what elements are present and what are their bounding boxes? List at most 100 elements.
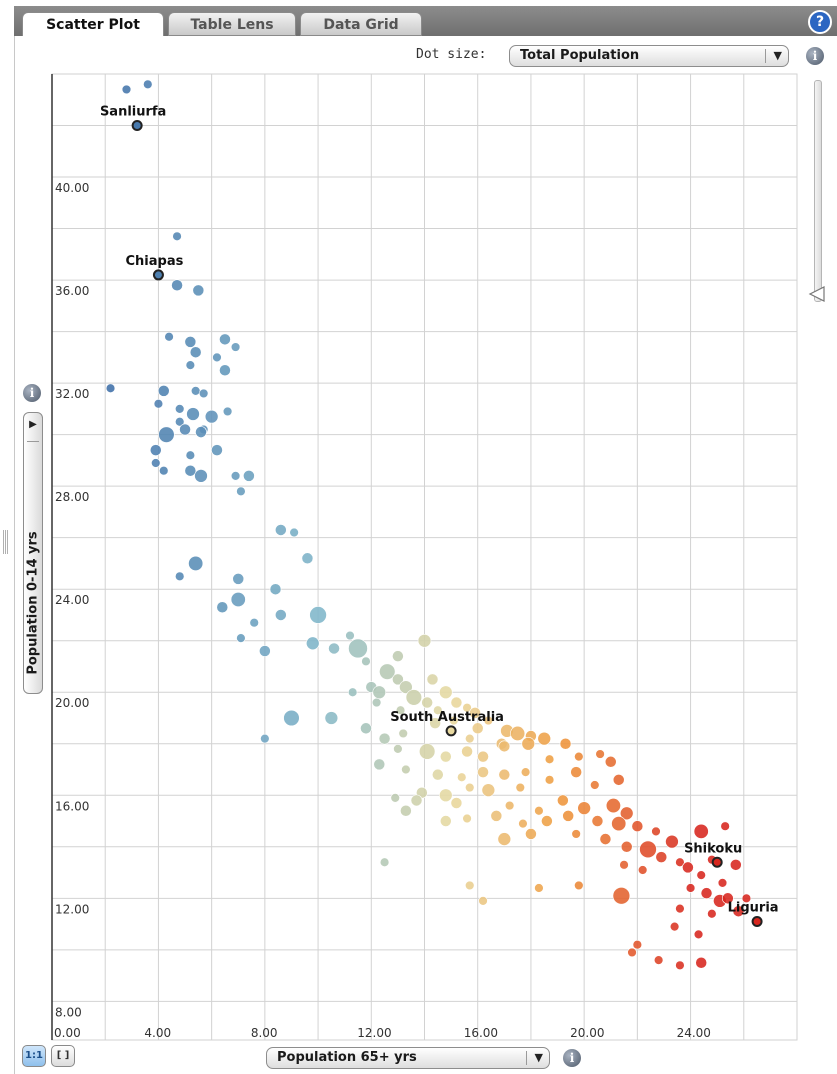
scatter-point[interactable] xyxy=(212,352,222,363)
scatter-point[interactable] xyxy=(143,79,153,90)
scatter-point[interactable] xyxy=(518,818,528,829)
scatter-point[interactable] xyxy=(194,469,208,483)
scatter-point[interactable] xyxy=(260,733,270,744)
scatter-point[interactable] xyxy=(611,816,627,832)
scatter-point[interactable] xyxy=(429,717,442,730)
scatter-point[interactable] xyxy=(185,360,196,370)
scatter-point[interactable] xyxy=(717,878,728,888)
scatter-point[interactable] xyxy=(185,450,196,460)
scatter-point[interactable] xyxy=(695,956,708,969)
scatter-point[interactable] xyxy=(665,834,679,849)
help-icon[interactable]: ? xyxy=(808,10,832,34)
tab-table-lens[interactable]: Table Lens xyxy=(168,12,296,36)
highlighted-point[interactable] xyxy=(751,916,763,928)
scatter-point[interactable] xyxy=(417,633,432,648)
scatter-point[interactable] xyxy=(360,722,372,735)
scatter-point[interactable] xyxy=(324,711,339,725)
scatter-point[interactable] xyxy=(562,810,575,822)
scatter-point[interactable] xyxy=(669,921,680,932)
scatter-point[interactable] xyxy=(498,740,511,753)
scatter-point[interactable] xyxy=(590,780,600,790)
scatter-point[interactable] xyxy=(189,346,202,359)
scatter-point[interactable] xyxy=(378,732,391,745)
highlighted-point[interactable] xyxy=(445,725,457,737)
scatter-point[interactable] xyxy=(164,332,174,342)
scatter-point[interactable] xyxy=(400,804,412,817)
scatter-point[interactable] xyxy=(450,797,463,809)
scatter-point[interactable] xyxy=(190,386,201,396)
scatter-point[interactable] xyxy=(232,573,245,585)
scatter-point[interactable] xyxy=(431,768,444,781)
scatter-point[interactable] xyxy=(477,766,489,778)
scatter-point[interactable] xyxy=(534,883,544,893)
scatter-point[interactable] xyxy=(682,861,694,874)
scatter-point[interactable] xyxy=(620,840,633,853)
scatter-point[interactable] xyxy=(230,471,241,481)
scatter-point[interactable] xyxy=(348,638,368,659)
scatter-point[interactable] xyxy=(172,231,182,241)
scatter-point[interactable] xyxy=(544,775,555,785)
scatter-point[interactable] xyxy=(469,706,481,719)
scatter-point[interactable] xyxy=(570,766,583,778)
scatter-point[interactable] xyxy=(175,571,185,582)
scatter-point[interactable] xyxy=(269,583,282,596)
scatter-point[interactable] xyxy=(121,84,132,95)
scatter-point[interactable] xyxy=(222,406,233,417)
highlighted-point[interactable] xyxy=(711,856,723,868)
scatter-point[interactable] xyxy=(477,750,489,763)
scatter-point[interactable] xyxy=(720,821,730,831)
scatter-point[interactable] xyxy=(461,745,473,758)
scatter-point[interactable] xyxy=(399,680,413,694)
scatter-point[interactable] xyxy=(465,782,475,793)
tab-scatter-plot[interactable]: Scatter Plot xyxy=(22,12,164,38)
scatter-point[interactable] xyxy=(405,689,423,706)
scatter-point[interactable] xyxy=(655,851,668,863)
scatter-point[interactable] xyxy=(544,754,555,764)
scatter-point[interactable] xyxy=(347,687,358,697)
dot-size-slider-track[interactable] xyxy=(814,80,822,302)
scatter-point[interactable] xyxy=(175,417,185,427)
scatter-point[interactable] xyxy=(478,896,488,906)
scatter-point[interactable] xyxy=(379,663,396,680)
scatter-point[interactable] xyxy=(204,409,219,424)
scatter-point[interactable] xyxy=(462,702,472,713)
scatter-point[interactable] xyxy=(179,423,191,436)
scatter-point[interactable] xyxy=(159,466,169,476)
scatter-point[interactable] xyxy=(559,737,572,750)
scatter-point[interactable] xyxy=(171,279,183,292)
scatter-point[interactable] xyxy=(571,829,581,839)
scatter-point[interactable] xyxy=(693,823,709,839)
scatter-point[interactable] xyxy=(105,383,116,393)
scatter-point[interactable] xyxy=(520,767,531,777)
scatter-point[interactable] xyxy=(498,768,511,781)
scatter-point[interactable] xyxy=(158,426,175,443)
scatter-point[interactable] xyxy=(345,630,355,641)
scatter-point[interactable] xyxy=(216,601,229,614)
scatter-point[interactable] xyxy=(379,857,390,867)
scatter-point[interactable] xyxy=(236,486,246,497)
scatter-point[interactable] xyxy=(605,798,621,814)
scatter-point[interactable] xyxy=(591,815,604,827)
scatter-point[interactable] xyxy=(301,552,314,565)
scatter-point[interactable] xyxy=(410,794,423,807)
scatter-point[interactable] xyxy=(632,939,643,950)
x-axis-select[interactable]: Population 65+ yrs ▼ xyxy=(266,1047,550,1069)
scatter-point[interactable] xyxy=(631,820,644,833)
scatter-point[interactable] xyxy=(230,342,241,352)
scatter-point[interactable] xyxy=(274,609,287,621)
scatter-point[interactable] xyxy=(521,737,536,751)
scatter-point[interactable] xyxy=(219,364,231,377)
scatter-point[interactable] xyxy=(471,722,484,735)
scatter-point[interactable] xyxy=(433,705,443,715)
tab-data-grid[interactable]: Data Grid xyxy=(300,12,422,36)
scatter-point[interactable] xyxy=(175,404,185,414)
x-axis-info-icon[interactable]: i xyxy=(563,1049,581,1067)
scatter-point[interactable] xyxy=(721,892,734,905)
scatter-point[interactable] xyxy=(619,806,634,821)
scatter-point[interactable] xyxy=(426,673,439,686)
scatter-point[interactable] xyxy=(418,743,436,760)
scatter-point[interactable] xyxy=(504,800,515,811)
scatter-point[interactable] xyxy=(392,673,404,686)
scatter-point[interactable] xyxy=(534,806,544,816)
scatter-point[interactable] xyxy=(599,833,612,845)
